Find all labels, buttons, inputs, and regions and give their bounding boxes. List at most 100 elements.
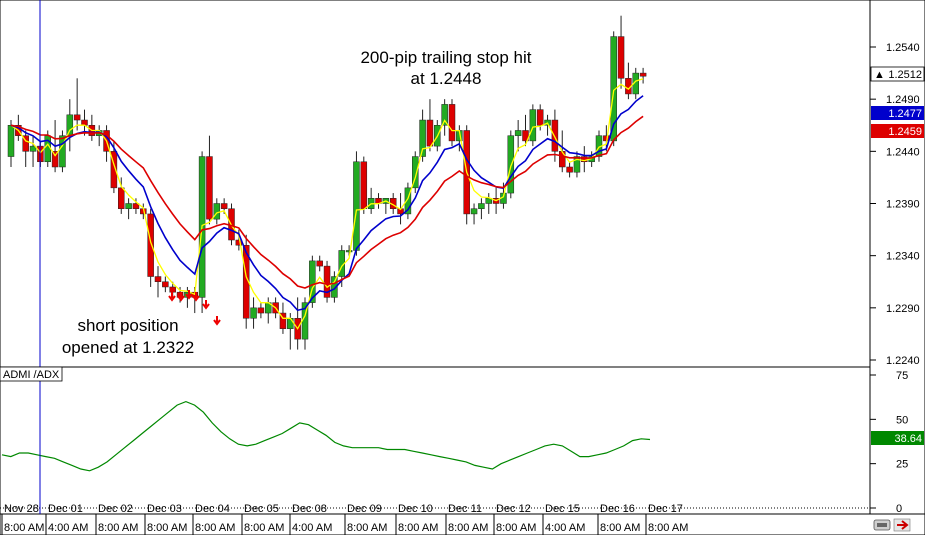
candle-body xyxy=(66,114,74,136)
candle-body xyxy=(147,213,154,277)
candle-body xyxy=(118,187,125,209)
time-label: 8:00 AM xyxy=(195,522,235,534)
candle-body xyxy=(29,145,37,152)
date-label: Dec 02 xyxy=(98,503,133,515)
candle-body xyxy=(220,203,228,209)
svg-text:▲: ▲ xyxy=(874,69,885,81)
date-label: Dec 08 xyxy=(292,503,327,515)
date-label: Dec 10 xyxy=(398,503,433,515)
adx-panel xyxy=(0,366,871,515)
svg-text:1.2477: 1.2477 xyxy=(888,108,922,120)
candle-body xyxy=(316,260,323,267)
signal-arrow xyxy=(213,316,221,326)
time-label: 8:00 AM xyxy=(347,522,387,534)
price-axis-ticks: 1.2540 1.2490 1.2440 1.2390 1.2340 1.2290 1.22… xyxy=(870,42,920,367)
time-label: 8:00 AM xyxy=(648,522,688,534)
candle-body xyxy=(257,307,265,314)
candle-body xyxy=(522,130,529,142)
svg-text:38.64: 38.64 xyxy=(894,433,922,445)
navigate-right-icon[interactable] xyxy=(893,518,911,532)
adx-tick-label: 50 xyxy=(896,414,908,426)
signal-arrow xyxy=(192,292,200,302)
candle-body xyxy=(470,208,478,215)
adx-series xyxy=(1,400,651,472)
candle-body xyxy=(404,187,412,215)
fast-ma-line xyxy=(10,78,644,330)
price-tick-label: 1.2290 xyxy=(886,303,920,315)
slow-ma-line xyxy=(10,115,644,289)
candle-body xyxy=(345,250,353,253)
candle-body xyxy=(566,166,573,173)
time-label: 8:00 AM xyxy=(244,522,284,534)
candle-body xyxy=(81,119,88,126)
adx-tick-label: 25 xyxy=(896,459,908,471)
time-label: 4:00 AM xyxy=(545,522,585,534)
signal-arrows xyxy=(168,290,221,326)
candle-body xyxy=(59,135,66,168)
adx-value-badge: 38.64 xyxy=(871,431,924,445)
candle-body xyxy=(448,104,456,142)
date-label: Nov 28 xyxy=(4,503,39,515)
time-label: 8:00 AM xyxy=(147,522,187,534)
adx-axis-ticks: 75 50 25 0 xyxy=(870,370,908,515)
candle-body xyxy=(154,276,162,282)
time-label: 8:00 AM xyxy=(4,522,44,534)
price-tick-label: 1.2540 xyxy=(886,42,920,54)
price-tick-label: 1.2390 xyxy=(886,199,920,211)
candle-body xyxy=(536,109,544,126)
price-axis xyxy=(869,0,925,515)
signal-arrow xyxy=(168,292,176,302)
adx-tick-label: 75 xyxy=(896,370,908,382)
candle-body xyxy=(323,265,331,298)
candle-body xyxy=(279,312,287,329)
candle-body xyxy=(485,198,492,204)
time-label: 8:00 AM xyxy=(600,522,640,534)
date-label: Dec 16 xyxy=(600,503,635,515)
candle-body xyxy=(551,119,559,152)
candle-body xyxy=(250,307,257,319)
adx-tick-label: 0 xyxy=(896,503,902,515)
svg-text:1.2459: 1.2459 xyxy=(888,126,922,138)
candle-body xyxy=(507,135,515,194)
indicator-title: ADMI /ADX xyxy=(3,369,60,381)
candle-body xyxy=(125,203,132,209)
time-label: 8:00 AM xyxy=(98,522,138,534)
date-label: Dec 17 xyxy=(648,503,683,515)
signal-arrow xyxy=(177,292,185,302)
date-label: Dec 12 xyxy=(496,503,531,515)
candle-body xyxy=(617,36,625,79)
candle-body xyxy=(478,203,485,209)
time-label: 8:00 AM xyxy=(496,522,536,534)
adx-line xyxy=(1,400,651,472)
annotation-stop-line-1: 200-pip trailing stop hit xyxy=(360,48,531,67)
candle-body xyxy=(426,119,434,147)
candle-body xyxy=(353,161,360,251)
candle-body xyxy=(573,156,581,173)
scroll-icon[interactable] xyxy=(873,519,891,531)
price-tick-label: 1.2490 xyxy=(886,94,920,106)
time-axis xyxy=(0,513,925,535)
annotation-entry-line-2: opened at 1.2322 xyxy=(62,338,194,357)
date-label: Dec 05 xyxy=(244,503,279,515)
candle-body xyxy=(360,161,368,209)
candle-body xyxy=(287,318,294,329)
price-tick-label: 1.2340 xyxy=(886,251,920,263)
time-axis-labels: Nov 28 8:00 AM Dec 01 4:00 AM Dec 02 8:00 AM D… xyxy=(1,503,688,535)
date-label: Dec 15 xyxy=(545,503,580,515)
signal-arrow xyxy=(202,300,210,310)
date-label: Dec 03 xyxy=(147,503,182,515)
candle-body xyxy=(206,156,213,220)
candle-body xyxy=(132,203,140,209)
candle-body xyxy=(73,114,81,121)
price-panel xyxy=(0,0,871,368)
indicator-title-box xyxy=(0,366,63,382)
annotation-entry-line-1: short position xyxy=(77,316,178,335)
time-label: 4:00 AM xyxy=(292,522,332,534)
candle-body xyxy=(331,276,338,298)
candle-body xyxy=(51,151,59,168)
price-tick-label: 1.2440 xyxy=(886,146,920,158)
time-label: 8:00 AM xyxy=(398,522,438,534)
annotation-stop-line-2: at 1.2448 xyxy=(411,69,482,88)
